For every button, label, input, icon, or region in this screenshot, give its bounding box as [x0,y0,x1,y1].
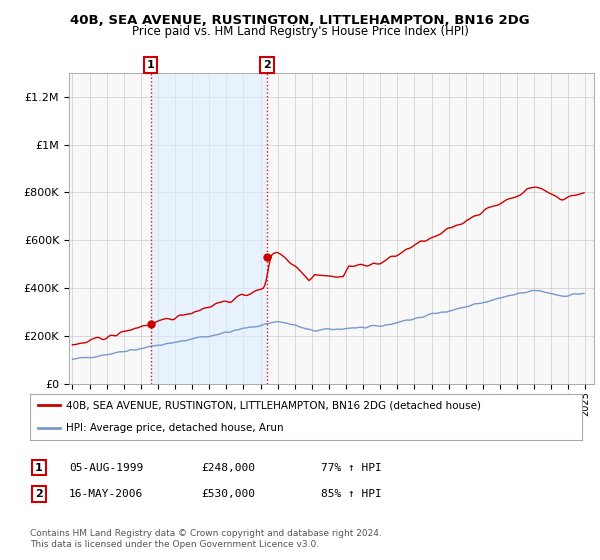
Text: HPI: Average price, detached house, Arun: HPI: Average price, detached house, Arun [66,423,284,433]
Text: 05-AUG-1999: 05-AUG-1999 [69,463,143,473]
Text: £248,000: £248,000 [201,463,255,473]
Text: 40B, SEA AVENUE, RUSTINGTON, LITTLEHAMPTON, BN16 2DG: 40B, SEA AVENUE, RUSTINGTON, LITTLEHAMPT… [70,14,530,27]
Bar [151,73,267,384]
Text: 2: 2 [35,489,43,499]
Text: 85% ↑ HPI: 85% ↑ HPI [321,489,382,499]
Text: 1: 1 [147,60,155,70]
Text: 40B, SEA AVENUE, RUSTINGTON, LITTLEHAMPTON, BN16 2DG (detached house): 40B, SEA AVENUE, RUSTINGTON, LITTLEHAMPT… [66,400,481,410]
Text: £530,000: £530,000 [201,489,255,499]
Text: 2: 2 [263,60,271,70]
Text: 16-MAY-2006: 16-MAY-2006 [69,489,143,499]
Text: 77% ↑ HPI: 77% ↑ HPI [321,463,382,473]
Text: Contains HM Land Registry data © Crown copyright and database right 2024.: Contains HM Land Registry data © Crown c… [30,529,382,538]
Text: Price paid vs. HM Land Registry's House Price Index (HPI): Price paid vs. HM Land Registry's House … [131,25,469,38]
Text: This data is licensed under the Open Government Licence v3.0.: This data is licensed under the Open Gov… [30,540,319,549]
Text: 1: 1 [35,463,43,473]
